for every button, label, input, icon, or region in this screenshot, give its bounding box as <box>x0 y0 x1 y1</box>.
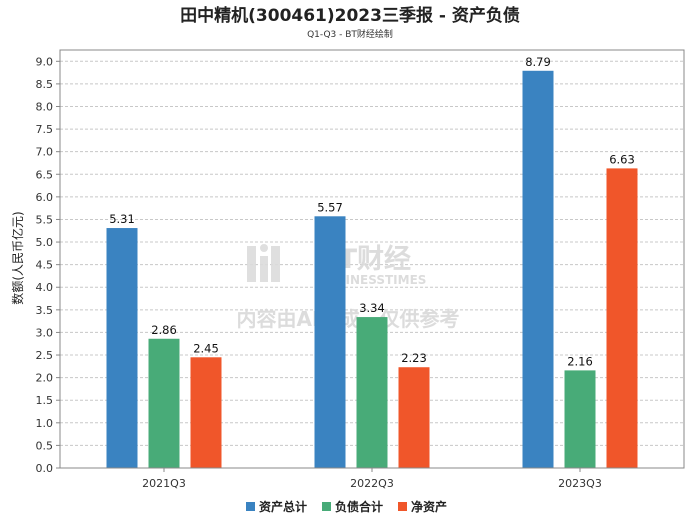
data-label: 6.63 <box>609 152 635 166</box>
data-label: 8.79 <box>525 55 551 69</box>
y-tick-label: 4.5 <box>36 259 54 272</box>
bar-2021Q3-资产总计 <box>106 228 138 468</box>
x-tick-label: 2023Q3 <box>558 477 602 490</box>
y-tick-label: 3.5 <box>36 304 54 317</box>
data-label: 2.45 <box>193 341 219 355</box>
y-tick-label: 0.0 <box>36 462 54 475</box>
y-axis-ticks: 0.0 0.5 1.0 1.5 2.0 2.5 3.0 3.5 4.0 4.5 5.0 5.5 6.0 6… <box>36 55 60 475</box>
bars <box>106 70 638 469</box>
y-tick-label: 5.5 <box>36 213 54 226</box>
chart-title: 田中精机(300461)2023三季报 - 资产负债 <box>180 5 520 26</box>
data-label: 2.86 <box>151 323 177 337</box>
y-tick-label: 9.0 <box>36 55 54 68</box>
y-tick-label: 6.5 <box>36 168 54 181</box>
y-tick-label: 5.0 <box>36 236 54 249</box>
bar-2022Q3-净资产 <box>398 367 430 468</box>
y-tick-label: 1.5 <box>36 394 54 407</box>
y-tick-label: 0.5 <box>36 439 54 452</box>
x-tick-label: 2021Q3 <box>142 477 186 490</box>
bar-2021Q3-净资产 <box>190 357 222 468</box>
watermark-notice: 内容由AI生成，仅供参考 <box>237 307 460 331</box>
y-tick-label: 2.0 <box>36 372 54 385</box>
legend: 资产总计 负债合计 净资产 <box>246 499 447 514</box>
y-tick-label: 4.0 <box>36 281 54 294</box>
bar-2023Q3-净资产 <box>606 168 638 468</box>
legend-swatch-资产总计 <box>246 502 255 511</box>
y-tick-label: 7.5 <box>36 123 54 136</box>
bar-2023Q3-负债合计 <box>564 370 596 468</box>
data-label: 5.31 <box>109 212 135 226</box>
bar-2021Q3-负债合计 <box>148 338 180 468</box>
watermark-logo-icon <box>247 244 280 282</box>
legend-label: 资产总计 <box>259 499 307 514</box>
bar-2022Q3-资产总计 <box>314 216 346 468</box>
y-tick-label: 6.0 <box>36 191 54 204</box>
y-tick-label: 3.0 <box>36 326 54 339</box>
x-tick-label: 2022Q3 <box>350 477 394 490</box>
y-tick-label: 2.5 <box>36 349 54 362</box>
data-label: 5.57 <box>317 200 343 214</box>
bar-2023Q3-资产总计 <box>522 70 554 469</box>
x-axis-ticks: 2021Q3 2022Q3 2023Q3 <box>142 468 602 490</box>
bar-2022Q3-负债合计 <box>356 317 388 468</box>
y-tick-label: 1.0 <box>36 417 54 430</box>
data-labels: 5.31 2.86 2.45 5.57 3.34 2.23 8.79 2.16 6.63 <box>109 55 635 369</box>
y-tick-label: 8.5 <box>36 78 54 91</box>
data-label: 2.16 <box>567 354 593 368</box>
y-tick-label: 7.0 <box>36 146 54 159</box>
data-label: 2.23 <box>401 351 427 365</box>
legend-swatch-净资产 <box>398 502 407 511</box>
y-axis-label: 数额(人民币亿元) <box>10 211 25 304</box>
legend-label: 负债合计 <box>335 499 383 514</box>
legend-swatch-负债合计 <box>322 502 331 511</box>
chart-subtitle: Q1-Q3 - BT财经绘制 <box>307 28 393 40</box>
y-tick-label: 8.0 <box>36 100 54 113</box>
legend-label: 净资产 <box>411 499 447 514</box>
data-label: 3.34 <box>359 301 385 315</box>
